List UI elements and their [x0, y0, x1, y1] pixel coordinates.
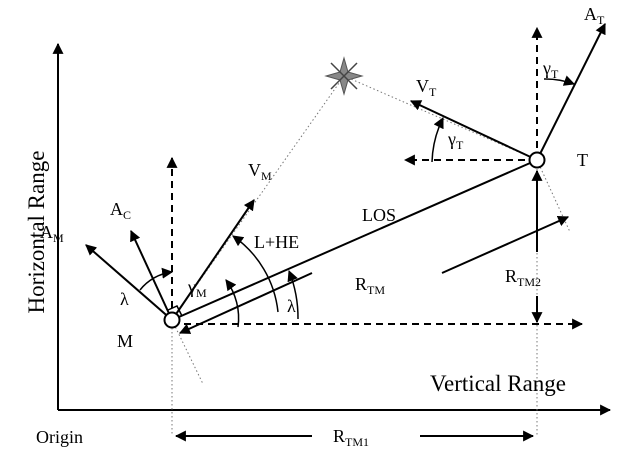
- origin-label: Origin: [36, 427, 83, 447]
- lambda-los-arc: [287, 269, 299, 320]
- lambda-missile-label: λ: [120, 289, 129, 309]
- r-tm1-label: RTM1: [333, 426, 369, 449]
- gamma-t-accel-arc: [543, 75, 576, 86]
- gamma-m-label: γM: [187, 277, 207, 300]
- gamma-t-velocity-label: γT: [447, 129, 464, 152]
- horizontal-axis-label: Vertical Range: [430, 371, 566, 396]
- lambda-los-label: λ: [287, 296, 296, 316]
- gamma-t-velocity-arc: [431, 117, 444, 163]
- commanded-acceleration-vector: [130, 230, 173, 321]
- rtm-arrow-lower: [178, 272, 313, 334]
- gamma-m-arc: [225, 279, 240, 328]
- rtm-arrow-upper: [441, 215, 570, 274]
- target-rtm-guide: [536, 159, 571, 233]
- intercept-point-star-icon: [324, 56, 364, 96]
- target-position-marker: [528, 151, 546, 169]
- lambda-missile-arc: [139, 267, 174, 291]
- gamma-t-accel-label: γT: [542, 58, 559, 81]
- right-angle-marker: [167, 305, 183, 317]
- a-t-label: AT: [584, 4, 605, 27]
- a-c-label: AC: [110, 199, 131, 222]
- line-of-sight: [171, 159, 538, 321]
- target-velocity-vector: [410, 100, 538, 161]
- los-label: LOS: [362, 205, 396, 225]
- lead-heading-label: L+HE: [254, 232, 299, 252]
- a-m-label: AM: [40, 222, 64, 245]
- target-label: T: [577, 150, 588, 170]
- missile-to-intercept-guide: [171, 75, 345, 321]
- missile-velocity-vector: [171, 199, 255, 321]
- v-m-label: VM: [248, 160, 272, 183]
- v-t-label: VT: [416, 76, 437, 99]
- missile-position-marker: [163, 311, 181, 329]
- missile-label: M: [117, 331, 133, 351]
- target-acceleration-vector: [536, 23, 606, 161]
- lead-heading-arc: [232, 235, 279, 313]
- r-tm2-label: RTM2: [505, 266, 541, 289]
- vertical-axis-label: Horizontal Range: [24, 151, 49, 314]
- missile-acceleration-vector: [85, 244, 173, 321]
- r-tm-label: RTM: [355, 274, 385, 297]
